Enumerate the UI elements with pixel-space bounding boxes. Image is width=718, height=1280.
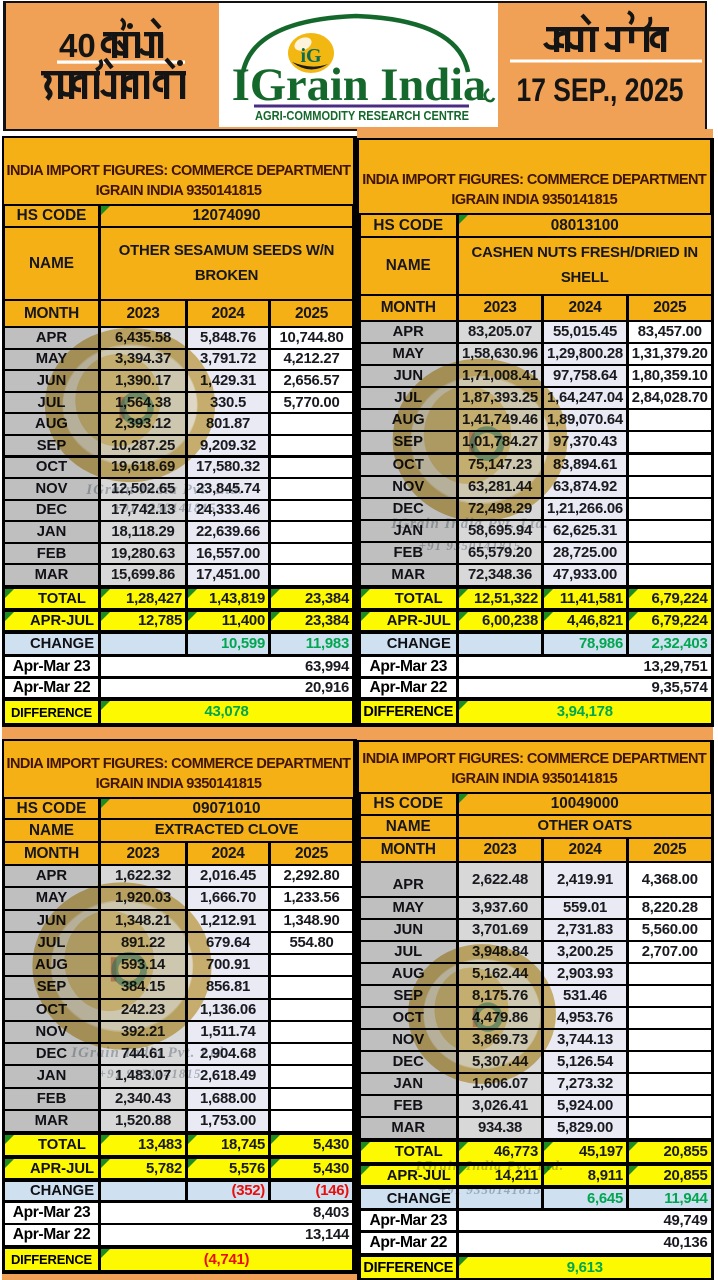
svg-text:40: 40 (59, 27, 96, 64)
svg-text:17 SEP., 2025: 17 SEP., 2025 (517, 72, 684, 108)
svg-text:IGrain India: IGrain India (232, 60, 487, 111)
svg-text:AGRI-COMMODITY RESEARCH CENTRE: AGRI-COMMODITY RESEARCH CENTRE (255, 108, 469, 123)
svg-text:iG: iG (300, 45, 322, 67)
